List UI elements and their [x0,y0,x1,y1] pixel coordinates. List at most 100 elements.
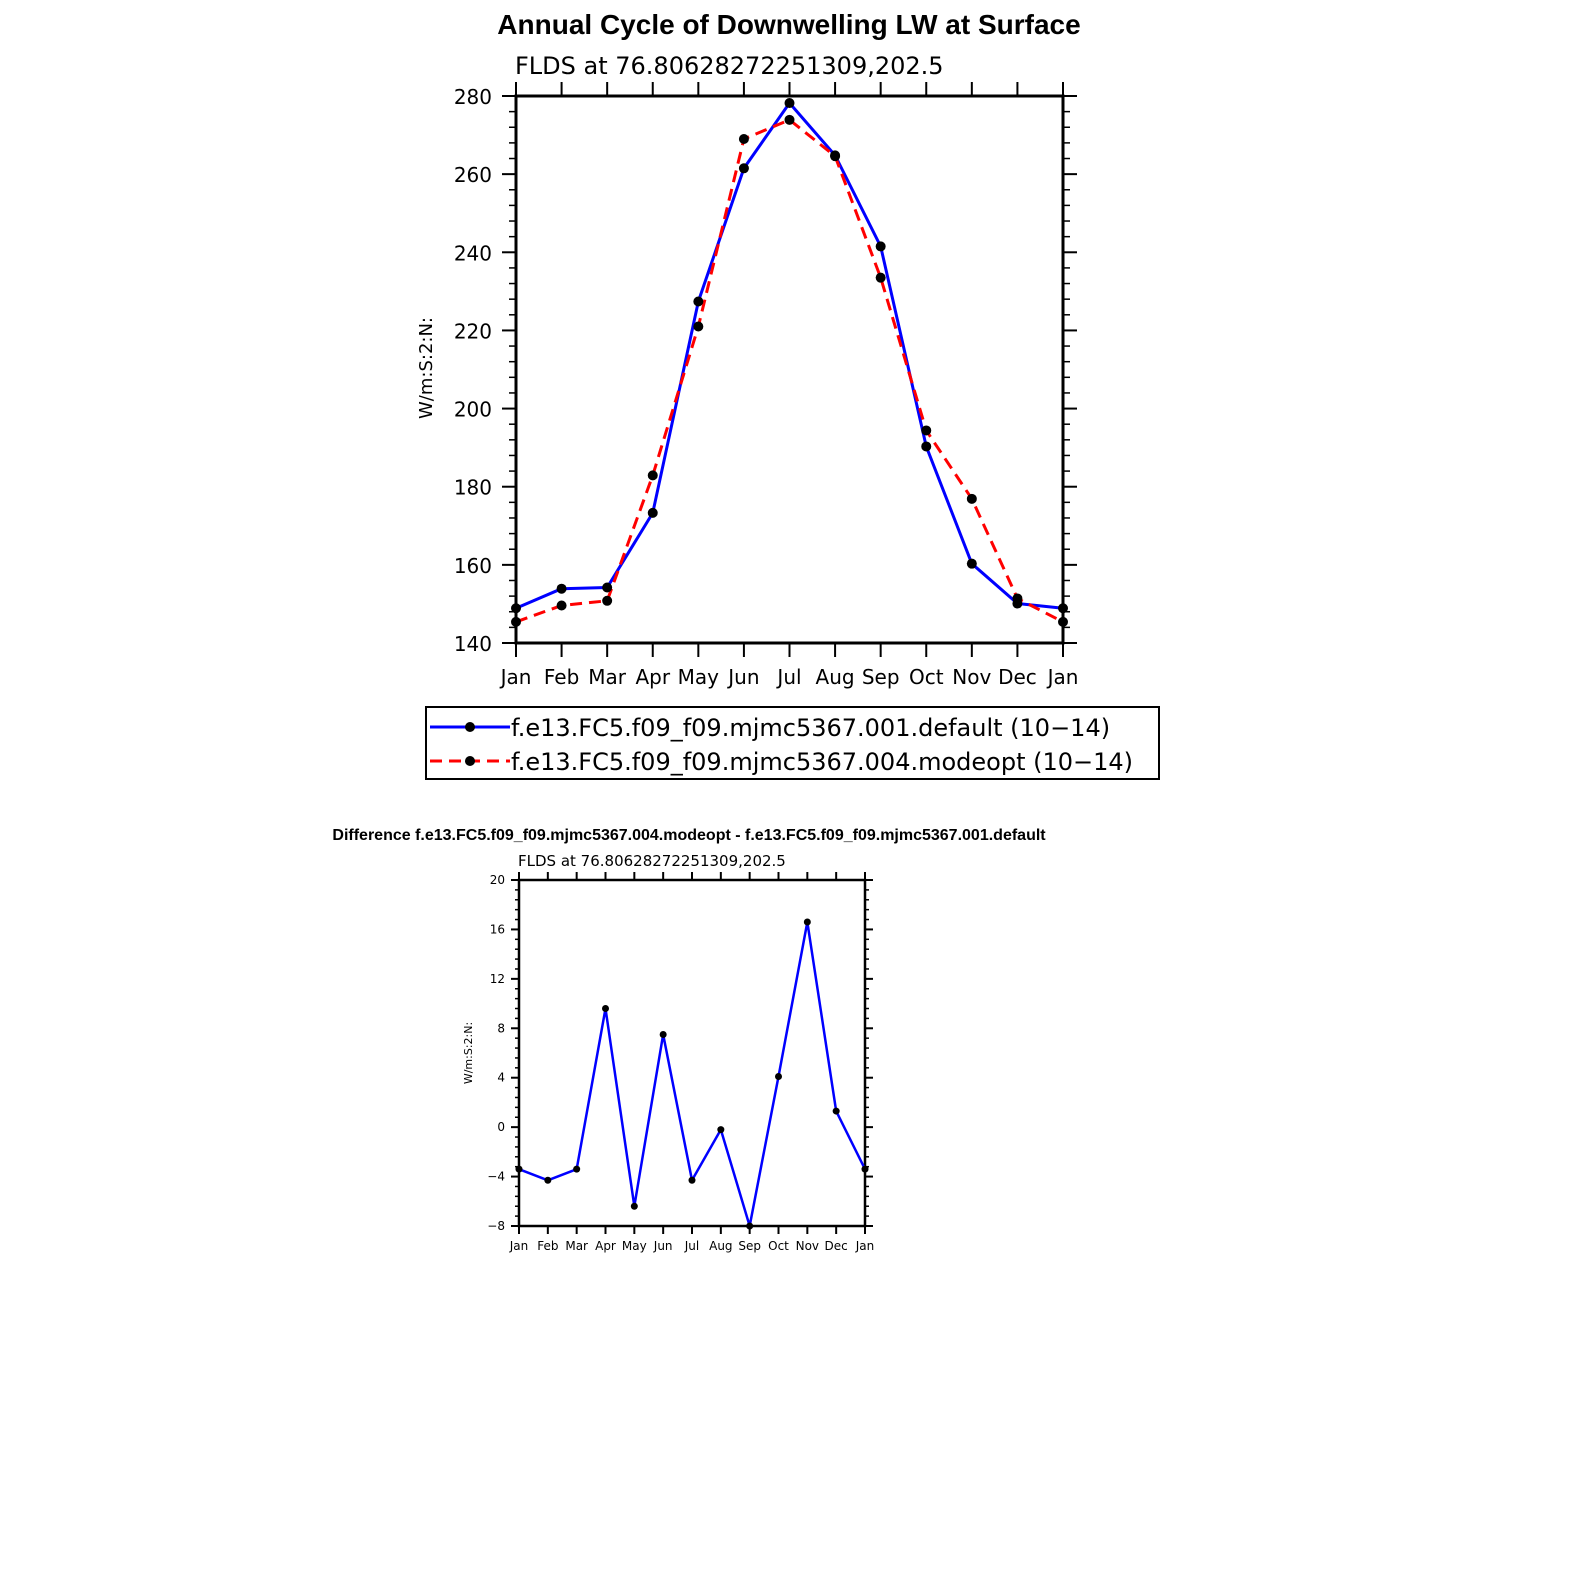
data-point-series-1 [830,151,841,162]
data-point-series-0 [511,603,521,614]
diff-x-tick-label: Sep [738,1239,761,1253]
x-tick-label: Sep [862,665,900,689]
diff-x-tick-label: Nov [796,1239,819,1253]
x-tick-label: May [678,665,720,689]
x-tick-label: Feb [544,665,579,689]
diff-chart-title: Difference f.e13.FC5.f09_f09.mjmc5367.00… [332,827,1046,844]
diff-data-point-series-0 [861,1165,869,1173]
legend-box [425,706,1160,780]
diff-x-tick-label: Apr [595,1239,616,1253]
legend-label-modeopt: f.e13.FC5.f09_f09.mjmc5367.004.modeopt (… [511,748,1133,776]
x-tick-label: Nov [952,665,991,689]
diff-x-tick-label: Oct [768,1239,789,1253]
plot-frame [514,94,1065,645]
diff-data-point-series-0 [659,1030,667,1038]
legend-marker-default [465,722,475,732]
data-point-series-1 [921,425,932,436]
diff-data-point-series-0 [775,1072,782,1080]
x-tick-label: Jan [1046,665,1079,689]
y-tick-label: 240 [454,241,492,265]
x-tick-label: Oct [909,665,944,689]
y-tick-label: 180 [454,476,492,500]
diff-x-tick-label: Dec [825,1239,848,1253]
diff-data-point-series-0 [602,1005,609,1013]
data-point-series-1 [966,493,977,504]
data-point-series-0 [966,558,977,569]
data-point-series-1 [1012,593,1023,604]
diff-x-tick-label: Aug [709,1239,732,1253]
diff-data-point-series-0 [746,1222,754,1230]
data-point-series-0 [921,441,932,452]
diff-y-tick-label: 12 [490,972,505,986]
x-tick-label: Aug [816,665,855,689]
data-point-series-1 [693,321,704,332]
diff-y-tick-label: 0 [497,1120,505,1134]
x-tick-label: Apr [635,665,670,689]
y-tick-label: 280 [454,85,492,109]
data-point-series-0 [556,583,567,594]
y-axis-label: W/m:S:2:N: [416,317,437,419]
diff-y-tick-label: 4 [497,1071,505,1085]
diff-data-point-series-0 [832,1107,840,1115]
annual-cycle-chart: Annual Cycle of Downwelling LW at Surfac… [416,9,1160,780]
data-point-series-1 [647,470,658,481]
series-lines [515,101,1064,624]
data-point-series-1 [602,595,613,606]
diff-x-tick-label: Jul [684,1239,699,1253]
y-tick-label: 260 [454,163,492,187]
diff-x-tick-label: Jun [653,1239,673,1253]
diff-data-point-series-0 [630,1202,638,1210]
diff-series-points [515,918,869,1230]
diff-data-point-series-0 [515,1165,523,1173]
diff-y-axis-label: W/m:S:2:N: [462,1022,475,1084]
diff-x-tick-label: May [622,1239,647,1253]
data-point-series-0 [784,98,795,109]
y-tick-label: 140 [454,632,492,656]
data-point-series-1 [875,272,886,283]
x-tick-label: Jun [726,665,759,689]
x-tick-label: Mar [588,665,627,689]
diff-axis-ticks: Jan Feb Mar Apr May Jun Jul Aug Sep Oct Nov Dec Jan−… [487,872,874,1253]
data-point-series-1 [1058,616,1068,627]
series-points [511,98,1068,627]
y-tick-label: 220 [454,319,492,343]
series-line-1 [515,118,1064,624]
x-tick-label: Dec [998,665,1037,689]
x-tick-label: Jul [775,665,801,689]
chart-title: Annual Cycle of Downwelling LW at Surfac… [497,9,1080,40]
legend-label-default: f.e13.FC5.f09_f09.mjmc5367.001.default (… [511,714,1110,742]
data-point-series-0 [693,296,704,307]
data-point-series-0 [738,163,749,174]
data-point-series-0 [1058,603,1068,614]
data-point-series-1 [511,616,521,627]
diff-y-tick-label: −8 [487,1219,505,1233]
diff-y-tick-label: −4 [487,1170,505,1184]
diff-x-tick-label: Jan [509,1239,529,1253]
diff-chart-subtitle: FLDS at 76.80628272251309,202.5 [518,852,786,870]
diff-data-point-series-0 [544,1176,552,1184]
diff-x-tick-label: Feb [537,1239,558,1253]
diff-data-point-series-0 [717,1126,725,1134]
data-point-series-0 [647,507,658,518]
data-point-series-1 [556,600,567,611]
diff-y-tick-label: 8 [497,1021,505,1035]
x-tick-label: Jan [499,665,532,689]
series-line-0 [515,101,1064,610]
chart-subtitle: FLDS at 76.80628272251309,202.5 [515,52,944,80]
data-point-series-1 [738,133,749,144]
diff-data-point-series-0 [688,1176,696,1184]
data-point-series-0 [602,582,613,593]
diff-x-tick-label: Jan [855,1239,875,1253]
diff-data-point-series-0 [573,1165,581,1173]
y-tick-label: 160 [454,554,492,578]
data-point-series-0 [875,241,886,252]
data-point-series-1 [784,114,795,125]
difference-chart: Difference f.e13.FC5.f09_f09.mjmc5367.00… [332,827,1046,1253]
diff-y-tick-label: 20 [490,873,505,887]
diff-data-point-series-0 [803,918,811,926]
axis-ticks: Jan Feb Mar Apr May Jun Jul Aug Sep Oct Nov Dec Jan 1… [454,82,1079,689]
legend-marker-modeopt [465,756,475,766]
y-tick-label: 200 [454,398,492,422]
diff-x-tick-label: Mar [565,1239,588,1253]
